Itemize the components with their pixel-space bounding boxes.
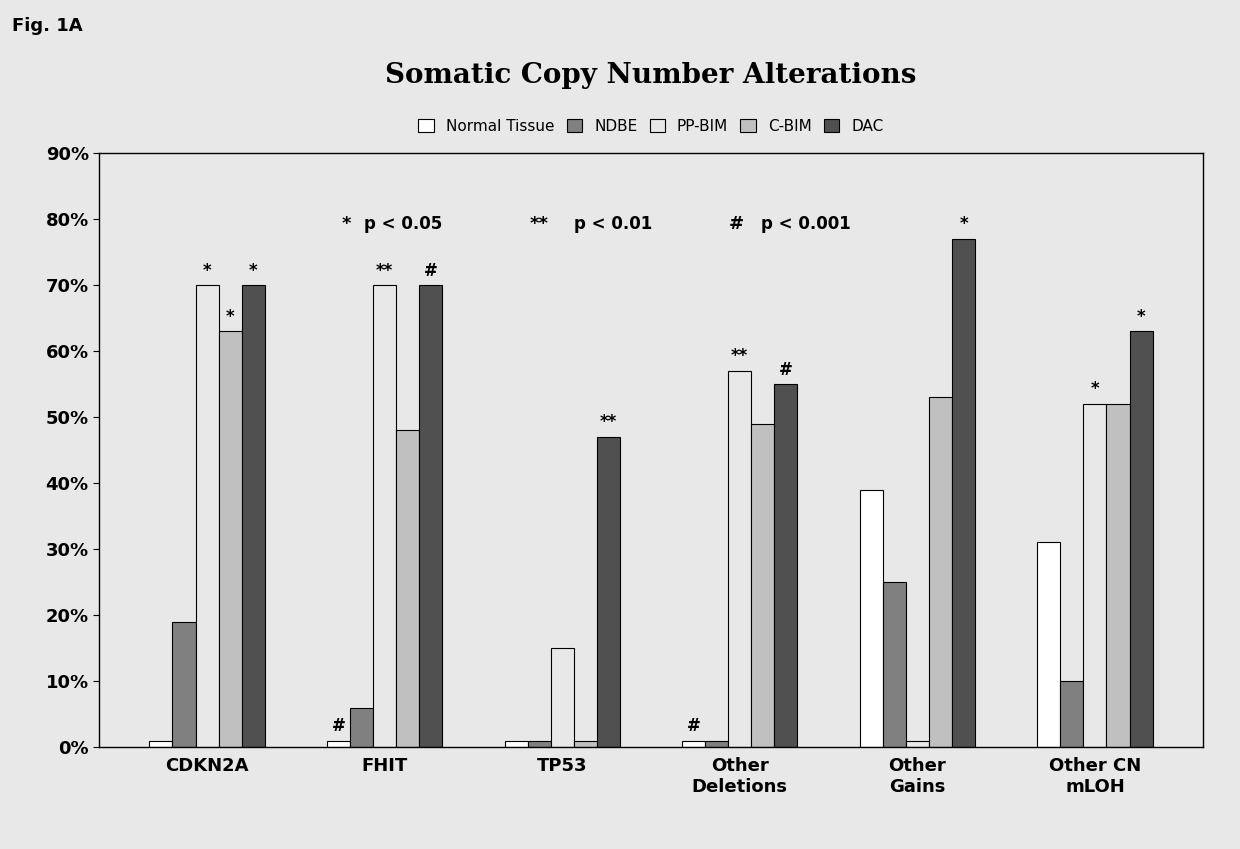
Bar — [952, 239, 975, 747]
Bar — [327, 740, 350, 747]
Text: #: # — [424, 261, 438, 279]
Bar — [728, 371, 751, 747]
Bar — [419, 285, 443, 747]
Bar — [350, 707, 373, 747]
Text: **: ** — [529, 215, 548, 233]
Text: *: * — [960, 216, 968, 233]
Bar — [883, 582, 905, 747]
Bar — [373, 285, 397, 747]
Bar — [706, 740, 728, 747]
Text: *: * — [203, 261, 211, 279]
Text: p < 0.01: p < 0.01 — [574, 215, 652, 233]
Text: #: # — [687, 717, 701, 735]
Bar — [1106, 404, 1130, 747]
Text: Somatic Copy Number Alterations: Somatic Copy Number Alterations — [386, 62, 916, 89]
Text: **: ** — [732, 347, 749, 365]
Text: *: * — [1091, 380, 1099, 398]
Text: #: # — [779, 361, 792, 379]
Bar — [929, 397, 952, 747]
Bar — [1130, 331, 1153, 747]
Bar — [149, 740, 172, 747]
Bar — [551, 648, 574, 747]
Bar — [775, 384, 797, 747]
Bar — [596, 436, 620, 747]
Bar — [172, 621, 196, 747]
Text: #: # — [331, 717, 346, 735]
Bar — [218, 331, 242, 747]
Bar — [1037, 543, 1060, 747]
Bar — [1060, 681, 1084, 747]
Bar — [859, 490, 883, 747]
Bar — [397, 430, 419, 747]
Text: *: * — [249, 261, 258, 279]
Text: **: ** — [376, 261, 393, 279]
Bar — [751, 424, 775, 747]
Bar — [682, 740, 706, 747]
Bar — [574, 740, 596, 747]
Bar — [505, 740, 527, 747]
Text: Fig. 1A: Fig. 1A — [12, 17, 83, 35]
Text: *: * — [342, 215, 351, 233]
Text: *: * — [1137, 308, 1146, 326]
Text: **: ** — [600, 413, 618, 431]
Bar — [905, 740, 929, 747]
Legend: Normal Tissue, NDBE, PP-BIM, C-BIM, DAC: Normal Tissue, NDBE, PP-BIM, C-BIM, DAC — [415, 115, 887, 137]
Text: p < 0.001: p < 0.001 — [761, 215, 851, 233]
Text: #: # — [728, 215, 743, 233]
Bar — [1084, 404, 1106, 747]
Bar — [196, 285, 218, 747]
Bar — [527, 740, 551, 747]
Text: *: * — [226, 308, 234, 326]
Text: p < 0.05: p < 0.05 — [365, 215, 443, 233]
Bar — [242, 285, 265, 747]
